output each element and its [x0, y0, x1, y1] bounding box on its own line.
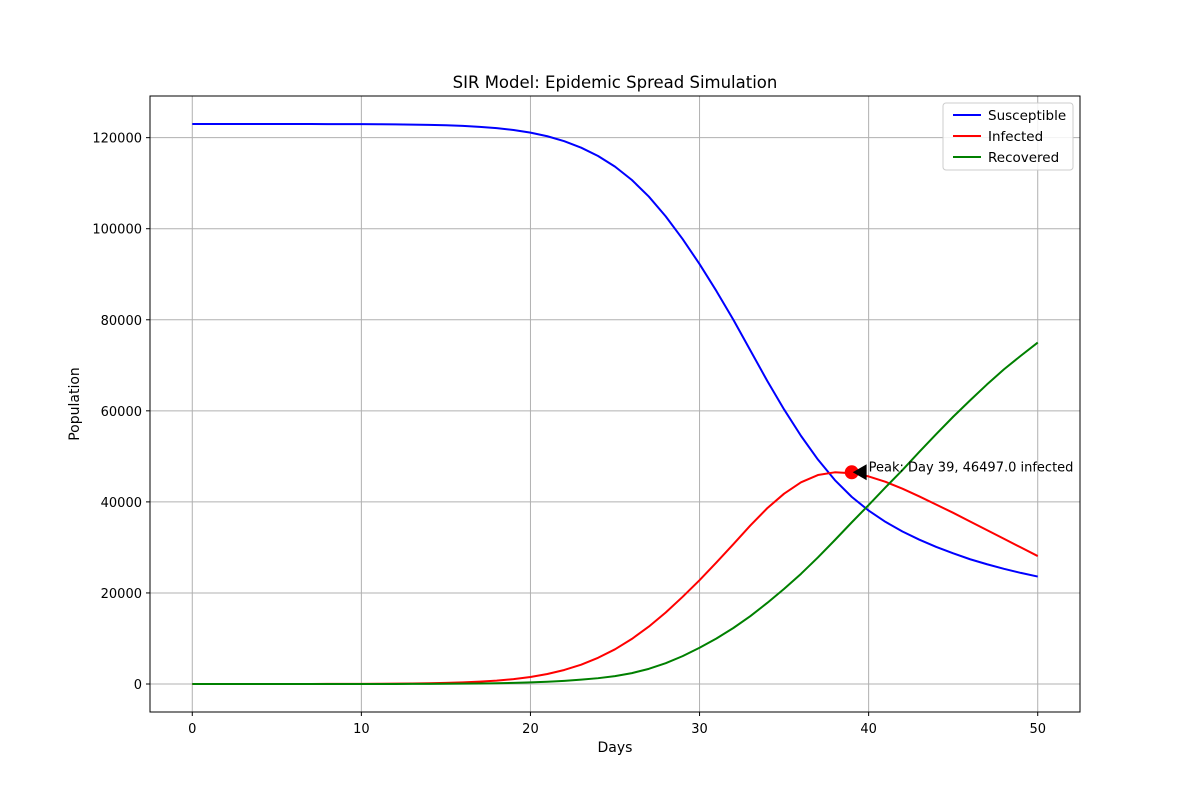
annotation-text: Peak: Day 39, 46497.0 infected — [869, 460, 1074, 475]
x-tick-label: 40 — [860, 722, 877, 737]
legend-label-recovered: Recovered — [988, 150, 1059, 166]
x-axis-label: Days — [598, 740, 633, 756]
y-tick-label: 60000 — [101, 405, 142, 420]
series-line-recovered — [192, 341, 1039, 685]
annotation-arrow — [852, 464, 867, 481]
axes-frame — [149, 95, 1081, 713]
x-tick-label: 0 — [188, 722, 196, 737]
legend-label-infected: Infected — [988, 129, 1043, 145]
series-line-susceptible — [192, 123, 1038, 578]
legend-box — [942, 102, 1074, 171]
x-tick-label: 50 — [1029, 722, 1046, 737]
y-tick-label: 80000 — [101, 314, 142, 329]
x-tick-label: 20 — [522, 722, 539, 737]
series-lines — [192, 123, 1039, 685]
y-tick-label: 0 — [134, 678, 142, 693]
legend: Susceptible Infected Recovered — [942, 102, 1074, 171]
x-tick-label: 30 — [691, 722, 708, 737]
grid — [150, 96, 1080, 712]
axis-ticks: 0 10 20 30 40 50 0 20000 40000 60000 80000 100000 12… — [92, 132, 1046, 737]
chart-title: SIR Model: Epidemic Spread Simulation — [453, 73, 778, 92]
y-tick-label: 100000 — [92, 223, 142, 238]
y-tick-label: 40000 — [101, 496, 142, 511]
legend-label-susceptible: Susceptible — [988, 108, 1066, 124]
x-tick-label: 10 — [353, 722, 370, 737]
y-tick-label: 120000 — [92, 132, 142, 147]
peak-marker — [844, 465, 859, 480]
peak-annotation: Peak: Day 39, 46497.0 infected — [844, 460, 1074, 481]
y-axis-label: Population — [67, 367, 83, 441]
y-tick-label: 20000 — [101, 587, 142, 602]
